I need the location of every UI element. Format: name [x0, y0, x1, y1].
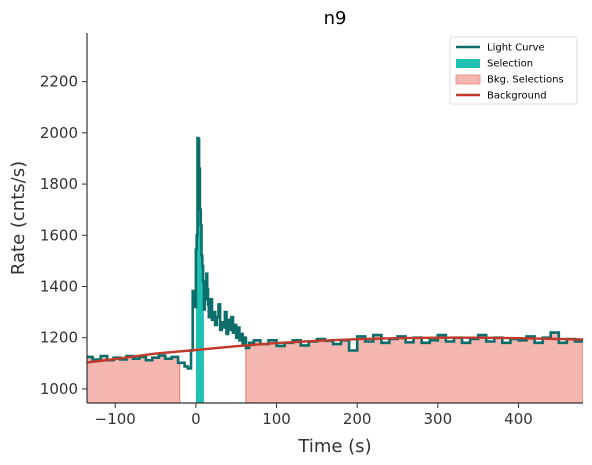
x-tick-label: 200	[343, 410, 372, 428]
plot-clip-group	[87, 136, 583, 403]
light-curve-line	[87, 136, 583, 370]
legend-label-2: Selection	[487, 59, 533, 70]
axes: −100 0 100 200 300 400 1000 1200 1400 1600 1800 200…	[40, 33, 583, 428]
x-tick-label: 0	[191, 410, 201, 428]
y-tick-label: 1800	[40, 175, 78, 193]
x-tick-label: 300	[424, 410, 453, 428]
legend: Light Curve Selection Bkg. Selections Backg…	[449, 36, 578, 105]
legend-label-4: Background	[487, 91, 547, 102]
y-tick-label: 2200	[40, 73, 78, 91]
plot-area	[87, 136, 583, 403]
x-tick-label: −100	[95, 410, 136, 428]
legend-label-1: Light Curve	[487, 43, 545, 54]
background-line	[87, 336, 583, 364]
legend-swatch-3	[455, 74, 481, 85]
y-tick-label: 1600	[40, 226, 78, 244]
y-axis-title: Rate (cnts/s)	[8, 161, 29, 275]
legend-swatch-2	[456, 59, 480, 68]
x-tick-label: 400	[504, 410, 533, 428]
y-tick-label: 1400	[40, 277, 78, 295]
legend-box	[449, 36, 578, 105]
bkg-selection-1	[87, 355, 181, 403]
chart-title: n9	[324, 8, 347, 29]
x-tick-label: 100	[262, 410, 291, 428]
y-tick-label: 2000	[40, 124, 78, 142]
y-tick-label: 1000	[40, 380, 78, 398]
x-axis-title: Time (s)	[297, 436, 371, 457]
legend-label-3: Bkg. Selections	[487, 75, 564, 86]
y-tick-label: 1200	[40, 329, 78, 347]
